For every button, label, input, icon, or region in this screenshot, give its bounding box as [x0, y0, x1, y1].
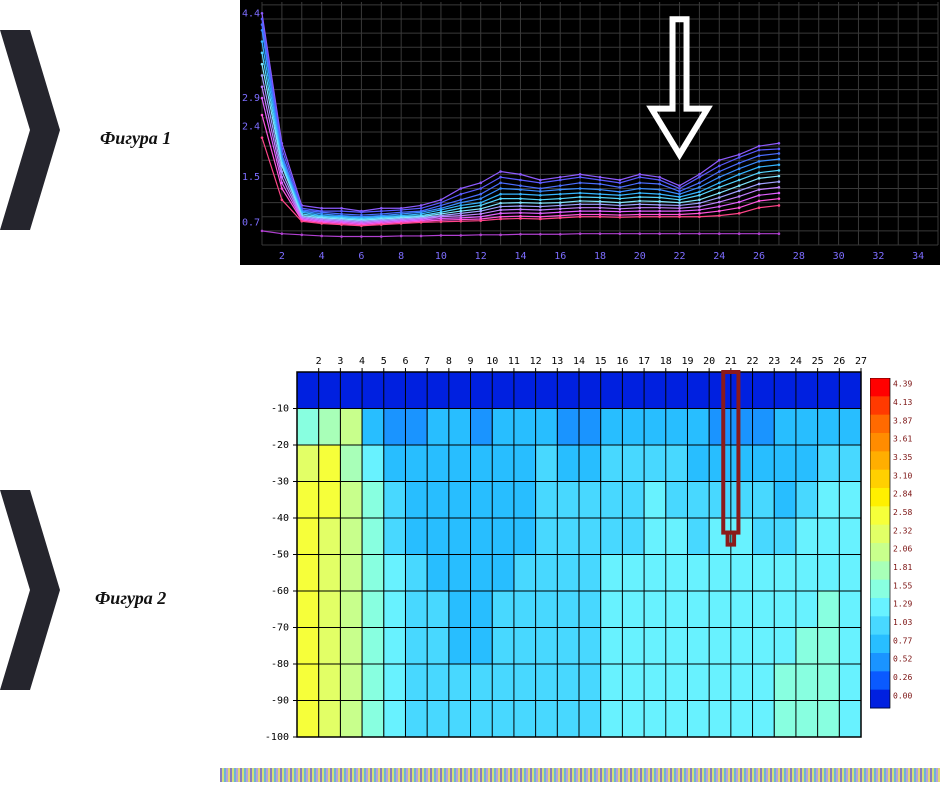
svg-text:14: 14 — [573, 356, 585, 367]
svg-text:2.84: 2.84 — [893, 490, 912, 499]
svg-text:3.35: 3.35 — [893, 453, 912, 462]
svg-text:2.32: 2.32 — [893, 526, 912, 535]
svg-text:2.58: 2.58 — [893, 508, 912, 517]
svg-text:16: 16 — [554, 251, 566, 262]
svg-text:12: 12 — [475, 251, 487, 262]
svg-text:11: 11 — [508, 356, 520, 367]
svg-text:18: 18 — [660, 356, 672, 367]
svg-text:7: 7 — [424, 356, 430, 367]
svg-text:6: 6 — [358, 251, 364, 262]
svg-text:5: 5 — [381, 356, 387, 367]
figure-2-legend: 4.39 4.13 3.87 3.61 3.35 3.10 2.84 2.58 2.32 2.06… — [870, 378, 930, 718]
svg-text:3.61: 3.61 — [893, 435, 912, 444]
svg-text:21: 21 — [725, 356, 737, 367]
svg-text:0.26: 0.26 — [893, 673, 912, 682]
decorative-strip — [220, 768, 940, 782]
svg-text:12: 12 — [530, 356, 542, 367]
svg-text:9: 9 — [468, 356, 474, 367]
svg-text:19: 19 — [681, 356, 693, 367]
svg-text:3.87: 3.87 — [893, 416, 912, 425]
svg-text:2.06: 2.06 — [893, 545, 912, 554]
figure-2-label: Фигура 2 — [95, 588, 166, 609]
chevron-decoration-1 — [0, 30, 60, 230]
svg-text:0.52: 0.52 — [893, 655, 912, 664]
chevron-decoration-2 — [0, 490, 60, 690]
svg-text:10: 10 — [486, 356, 498, 367]
svg-text:2: 2 — [316, 356, 322, 367]
svg-text:27: 27 — [855, 356, 867, 367]
svg-text:3.10: 3.10 — [893, 471, 912, 480]
svg-text:34: 34 — [912, 251, 924, 262]
svg-text:6: 6 — [402, 356, 408, 367]
svg-text:10: 10 — [435, 251, 447, 262]
svg-text:-80: -80 — [271, 659, 289, 670]
svg-text:14: 14 — [514, 251, 526, 262]
figure-1-chart: 0.71.52.42.94.42468101214161820222426283… — [240, 0, 940, 265]
svg-text:26: 26 — [753, 251, 765, 262]
svg-text:20: 20 — [634, 251, 646, 262]
svg-text:16: 16 — [616, 356, 628, 367]
figure-2-chart: 2345678910111213141516171819202122232425… — [255, 350, 869, 745]
svg-text:-90: -90 — [271, 696, 289, 707]
page: Фигура 1 0.71.52.42.94.42468101214161820… — [0, 0, 940, 788]
svg-text:-100: -100 — [265, 732, 289, 743]
svg-text:-70: -70 — [271, 623, 289, 634]
svg-text:32: 32 — [872, 251, 884, 262]
svg-text:0.77: 0.77 — [893, 636, 912, 645]
chevron-shape — [0, 490, 60, 690]
svg-text:-60: -60 — [271, 586, 289, 597]
svg-text:8: 8 — [446, 356, 452, 367]
svg-text:-20: -20 — [271, 440, 289, 451]
svg-text:0.7: 0.7 — [242, 217, 260, 228]
svg-text:18: 18 — [594, 251, 606, 262]
svg-text:24: 24 — [790, 356, 802, 367]
svg-text:28: 28 — [793, 251, 805, 262]
svg-text:1.03: 1.03 — [893, 618, 912, 627]
svg-text:4: 4 — [359, 356, 365, 367]
svg-text:30: 30 — [833, 251, 845, 262]
svg-text:2: 2 — [279, 251, 285, 262]
svg-text:2.4: 2.4 — [242, 121, 260, 132]
svg-text:-50: -50 — [271, 550, 289, 561]
svg-text:22: 22 — [674, 251, 686, 262]
svg-text:4: 4 — [319, 251, 325, 262]
svg-text:15: 15 — [595, 356, 607, 367]
svg-text:17: 17 — [638, 356, 650, 367]
svg-text:1.55: 1.55 — [893, 581, 912, 590]
svg-text:-30: -30 — [271, 477, 289, 488]
svg-text:4.13: 4.13 — [893, 398, 912, 407]
svg-text:20: 20 — [703, 356, 715, 367]
svg-text:25: 25 — [812, 356, 824, 367]
svg-text:22: 22 — [747, 356, 759, 367]
svg-text:1.5: 1.5 — [242, 172, 260, 183]
svg-text:23: 23 — [768, 356, 780, 367]
svg-text:24: 24 — [713, 251, 725, 262]
svg-text:3: 3 — [337, 356, 343, 367]
svg-text:4.39: 4.39 — [893, 380, 912, 389]
svg-text:-40: -40 — [271, 513, 289, 524]
chevron-shape — [0, 30, 60, 230]
svg-text:13: 13 — [551, 356, 563, 367]
svg-text:4.4: 4.4 — [242, 8, 260, 19]
svg-text:26: 26 — [833, 356, 845, 367]
svg-text:0.00: 0.00 — [893, 691, 912, 700]
svg-text:-10: -10 — [271, 404, 289, 415]
svg-text:2.9: 2.9 — [242, 93, 260, 104]
svg-text:1.81: 1.81 — [893, 563, 912, 572]
svg-text:1.29: 1.29 — [893, 600, 912, 609]
svg-text:8: 8 — [398, 251, 404, 262]
figure-1-label: Фигура 1 — [100, 128, 171, 149]
